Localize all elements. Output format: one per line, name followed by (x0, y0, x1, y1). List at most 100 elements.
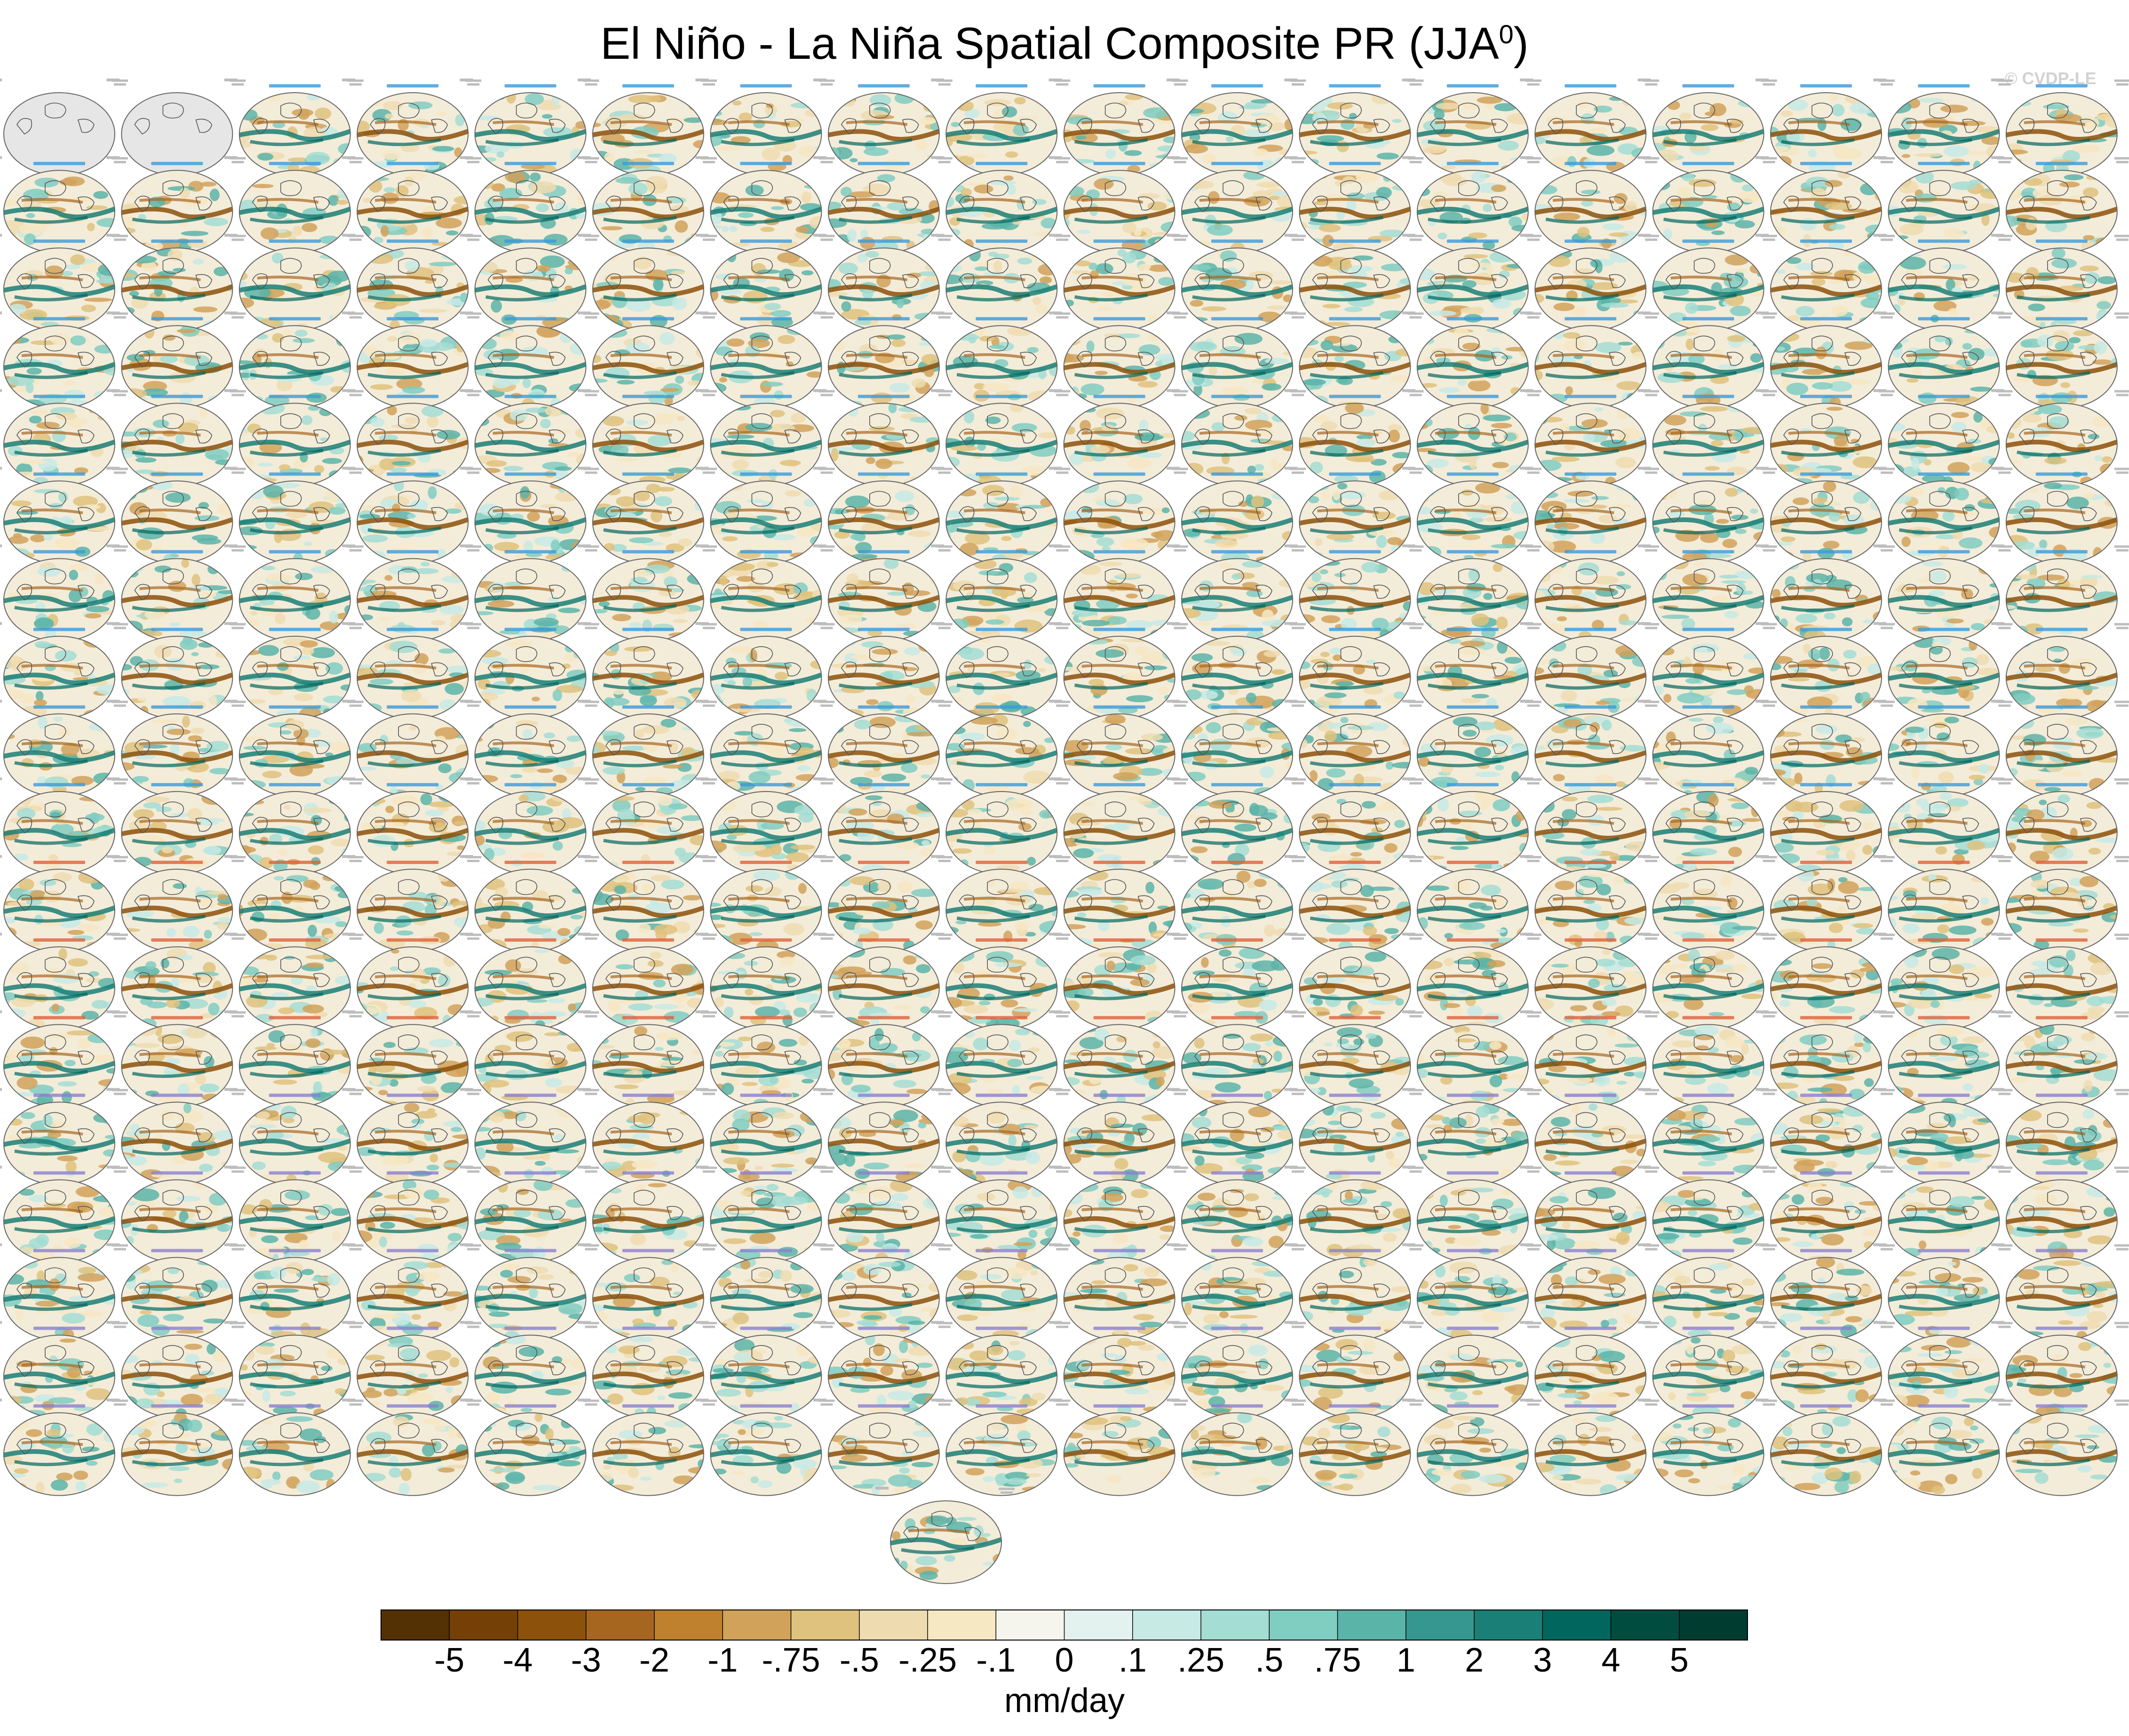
panel-title (1446, 317, 1499, 321)
panel-title (269, 783, 321, 786)
panel-title (33, 938, 85, 942)
panel-small-label (1761, 235, 1777, 238)
colorbar-tick-label: -5 (434, 1641, 464, 1674)
panel-small-label (1174, 316, 1186, 319)
panel-small-label (1407, 934, 1424, 936)
model-panel (342, 622, 482, 720)
panel-title (1329, 938, 1381, 942)
panel-small-label (1525, 312, 1541, 315)
panel-small-label (1174, 394, 1186, 396)
panel-title (740, 627, 792, 631)
colorbar-swatch (1201, 1610, 1270, 1640)
panel-small-label (585, 238, 597, 241)
panel-small-label (1056, 316, 1069, 319)
panel-small-label (1174, 471, 1186, 474)
panel-title (740, 84, 792, 87)
model-panel (578, 234, 717, 332)
model-panel (1402, 311, 1541, 409)
model-panel (1402, 467, 1541, 564)
panel-title (1211, 84, 1263, 87)
panel-small-label (936, 235, 953, 238)
model-panel (1991, 777, 2129, 875)
panel-small-label (938, 238, 951, 241)
panel-small-label (1409, 394, 1422, 396)
panel-small-label (820, 549, 833, 552)
panel-title (858, 84, 910, 87)
panel-small-label (106, 855, 120, 858)
panel-small-label (578, 234, 591, 237)
panel-small-label (818, 468, 835, 470)
model-panel (106, 699, 246, 797)
panel-small-label (1049, 311, 1062, 315)
model-panel (813, 467, 953, 564)
panel-small-label (703, 937, 715, 940)
panel-small-label (1873, 699, 1887, 703)
panel-small-label (460, 699, 473, 703)
panel-small-label (1284, 311, 1298, 315)
panel-small-label (1998, 782, 2011, 785)
panel-small-label (1284, 467, 1298, 470)
panel-title (1565, 239, 1617, 243)
model-panel (224, 777, 364, 875)
panel-small-label (1167, 156, 1180, 159)
panel-small-label (818, 157, 835, 160)
panel-small-label (342, 699, 356, 703)
panel-title (1093, 317, 1145, 321)
panel-small-label (1409, 937, 1422, 940)
panel-small-label (1290, 235, 1306, 238)
panel-small-label (1996, 623, 2013, 626)
model-panel (1991, 156, 2129, 254)
model-panel (695, 389, 835, 487)
panel-small-label (1879, 856, 1895, 858)
panel-small-label (936, 312, 953, 315)
panel-small-label (583, 312, 599, 315)
colorbar-tick-label: .5 (1255, 1641, 1283, 1674)
panel-small-label (230, 700, 246, 703)
panel-small-label (931, 933, 945, 936)
panel-small-label (1174, 83, 1186, 86)
panel-title (1682, 317, 1734, 321)
model-panel (931, 699, 1071, 797)
panel-small-label (342, 311, 356, 315)
panel-small-label (467, 626, 480, 629)
panel-small-label (112, 157, 128, 160)
panel-title (2035, 395, 2088, 398)
panel-title (740, 395, 792, 398)
panel-small-label (2114, 157, 2129, 160)
panel-small-label (460, 622, 473, 625)
panel-small-label (224, 156, 238, 159)
panel-title (1329, 317, 1381, 321)
panel-title (1329, 550, 1381, 554)
panel-title (622, 239, 674, 243)
panel-small-label (1761, 623, 1777, 626)
panel-title (976, 938, 1028, 942)
panel-small-label (1645, 316, 1658, 319)
model-panel (931, 777, 1071, 875)
panel-small-label (1520, 156, 1533, 159)
panel-small-label (1879, 700, 1895, 703)
panel-small-label (1996, 312, 2013, 315)
colorbar-swatch (1406, 1610, 1475, 1640)
panel-small-label (1284, 156, 1298, 159)
panel-title (1211, 550, 1263, 554)
model-panel (1520, 156, 1660, 254)
panel-small-label (1409, 626, 1422, 629)
panel-small-label (578, 933, 591, 936)
model-panel (342, 79, 482, 176)
panel-small-label (1290, 623, 1306, 626)
panel-small-label (820, 782, 833, 785)
model-panel (224, 933, 364, 1031)
model-panel (1873, 699, 2013, 797)
panel-small-label (1520, 389, 1533, 392)
panel-small-label (1284, 699, 1298, 703)
panel-small-label (1763, 782, 1775, 785)
panel-small-label (112, 778, 128, 781)
panel-small-label (342, 933, 356, 936)
panel-small-label (1167, 699, 1180, 703)
panel-small-label (1525, 468, 1541, 470)
panel-small-label (1402, 933, 1415, 936)
panel-small-label (936, 623, 953, 626)
panel-small-label (1763, 704, 1775, 707)
panel-title (1093, 783, 1145, 786)
panel-small-label (2114, 235, 2129, 238)
